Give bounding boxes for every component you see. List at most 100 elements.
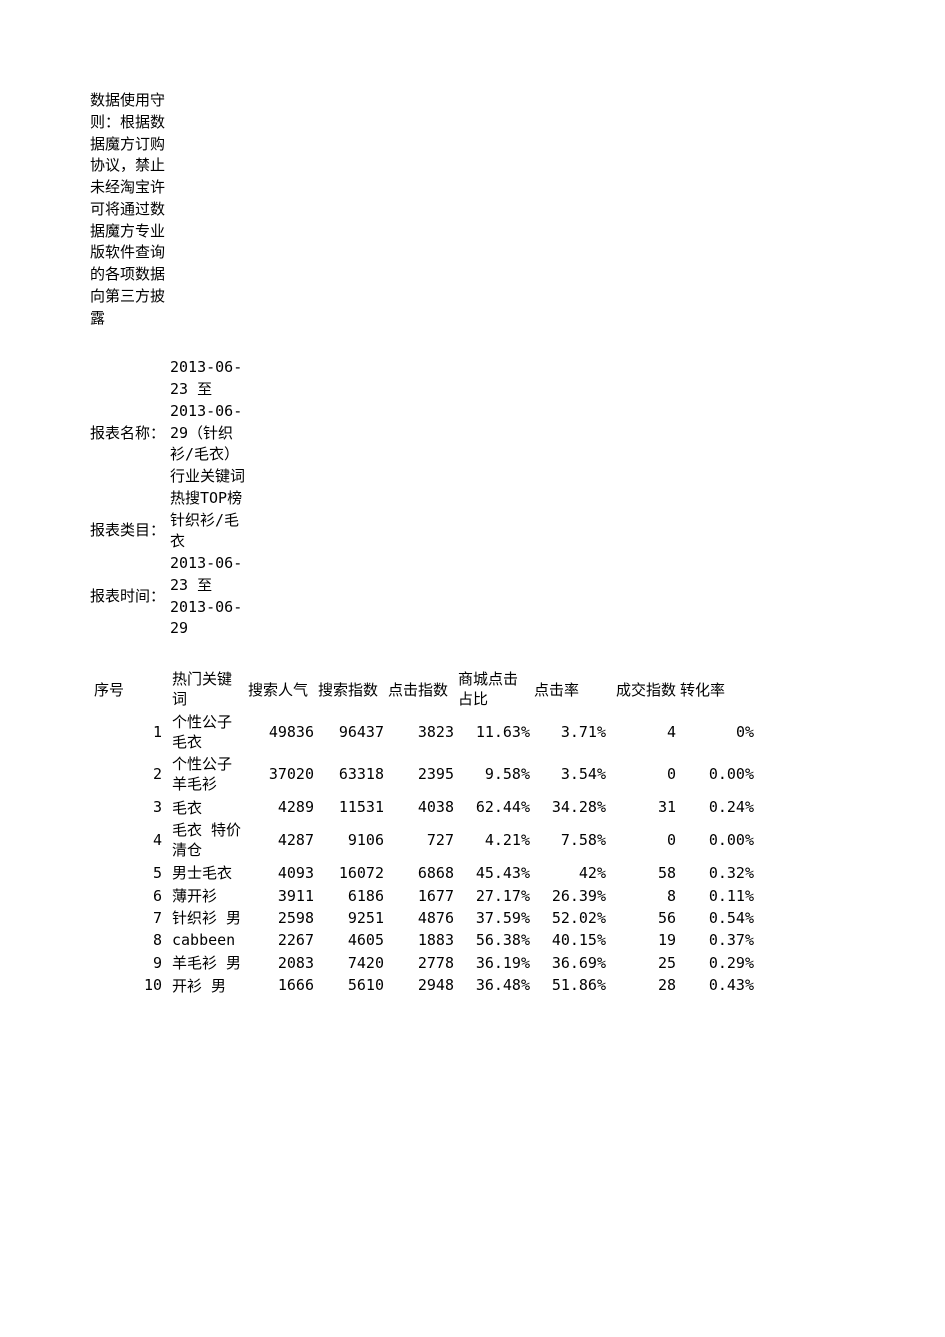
cell: 4093 [248, 861, 318, 884]
cell: 0% [680, 711, 758, 754]
cell: 0.37% [680, 929, 758, 951]
cell: 0.29% [680, 952, 758, 974]
cell: 11531 [318, 796, 388, 819]
cell: 4287 [248, 819, 318, 862]
cell: 个性公子毛衣 [168, 711, 248, 754]
col-keyword-header: 热门关键词 [168, 668, 248, 711]
cell: 2267 [248, 929, 318, 951]
cell: 薄开衫 [168, 884, 248, 907]
cell: 8 [90, 929, 168, 951]
cell: 4605 [318, 929, 388, 951]
cell: 42% [534, 861, 610, 884]
usage-notice: 数据使用守则：根据数据魔方订购协议，禁止未经淘宝许可将通过数据魔方专业版软件查询… [90, 90, 170, 329]
cell: 6186 [318, 884, 388, 907]
cell: 96437 [318, 711, 388, 754]
cell: 56 [610, 907, 680, 929]
table-header-row: 序号 热门关键词 搜索人气 搜索指数 点击指数 商城点击占比 点击率 成交指数 … [90, 668, 758, 711]
cell: 5610 [318, 974, 388, 997]
cell: 11.63% [458, 711, 534, 754]
cell: 个性公子羊毛衫 [168, 753, 248, 796]
cell: 31 [610, 796, 680, 819]
col-searchidx-header: 搜索指数 [318, 668, 388, 711]
cell: 9.58% [458, 753, 534, 796]
meta-time-label: 报表时间： [90, 553, 170, 640]
cell: 9251 [318, 907, 388, 929]
cell: 开衫 男 [168, 974, 248, 997]
cell: 10 [90, 974, 168, 997]
meta-cat-value: 针织衫/毛衣 [170, 510, 252, 554]
keyword-table: 序号 热门关键词 搜索人气 搜索指数 点击指数 商城点击占比 点击率 成交指数 … [90, 668, 758, 997]
col-ctr-header: 点击率 [534, 668, 610, 711]
cell: 0.00% [680, 819, 758, 862]
cell: 40.15% [534, 929, 610, 951]
cell: 0.54% [680, 907, 758, 929]
cell: 3.54% [534, 753, 610, 796]
cell: 58 [610, 861, 680, 884]
meta-name-label: 报表名称： [90, 357, 170, 509]
cell: 3823 [388, 711, 458, 754]
cell: 针织衫 男 [168, 907, 248, 929]
cell: 8 [610, 884, 680, 907]
cell: 0.24% [680, 796, 758, 819]
cell: 16072 [318, 861, 388, 884]
cell: 0.11% [680, 884, 758, 907]
cell: 7.58% [534, 819, 610, 862]
cell: 毛衣 [168, 796, 248, 819]
cell: 63318 [318, 753, 388, 796]
cell: 2948 [388, 974, 458, 997]
cell: 36.19% [458, 952, 534, 974]
cell: 34.28% [534, 796, 610, 819]
table-row: 6薄开衫39116186167727.17%26.39%80.11% [90, 884, 758, 907]
table-row: 8cabbeen22674605188356.38%40.15%190.37% [90, 929, 758, 951]
cell: 28 [610, 974, 680, 997]
cell: 7420 [318, 952, 388, 974]
cell: 0 [610, 819, 680, 862]
table-row: 7针织衫 男25989251487637.59%52.02%560.54% [90, 907, 758, 929]
cell: 19 [610, 929, 680, 951]
table-row: 5男士毛衣409316072686845.43%42%580.32% [90, 861, 758, 884]
cell: 4876 [388, 907, 458, 929]
meta-name-value: 2013-06-23 至 2013-06-29（针织衫/毛衣）行业关键词热搜TO… [170, 357, 252, 509]
cell: 37.59% [458, 907, 534, 929]
cell: 0.00% [680, 753, 758, 796]
cell: 36.48% [458, 974, 534, 997]
cell: 62.44% [458, 796, 534, 819]
col-seq-header: 序号 [90, 668, 168, 711]
table-row: 10开衫 男16665610294836.48%51.86%280.43% [90, 974, 758, 997]
table-row: 2个性公子羊毛衫370206331823959.58%3.54%00.00% [90, 753, 758, 796]
cell: 2083 [248, 952, 318, 974]
col-dealidx-header: 成交指数 [610, 668, 680, 711]
cell: 毛衣 特价 清仓 [168, 819, 248, 862]
cell: 37020 [248, 753, 318, 796]
meta-cat-label: 报表类目： [90, 510, 170, 554]
table-row: 9羊毛衫 男20837420277836.19%36.69%250.29% [90, 952, 758, 974]
table-body: 1个性公子毛衣4983696437382311.63%3.71%40%2个性公子… [90, 711, 758, 997]
cell: 727 [388, 819, 458, 862]
col-conv-header: 转化率 [680, 668, 758, 711]
cell: 4038 [388, 796, 458, 819]
cell: 51.86% [534, 974, 610, 997]
meta-time-value: 2013-06-23 至 2013-06-29 [170, 553, 252, 640]
table-row: 1个性公子毛衣4983696437382311.63%3.71%40% [90, 711, 758, 754]
cell: 2 [90, 753, 168, 796]
cell: 6868 [388, 861, 458, 884]
cell: 9106 [318, 819, 388, 862]
cell: 25 [610, 952, 680, 974]
cell: 4.21% [458, 819, 534, 862]
cell: 56.38% [458, 929, 534, 951]
cell: 2395 [388, 753, 458, 796]
cell: 7 [90, 907, 168, 929]
cell: 1666 [248, 974, 318, 997]
cell: 0.32% [680, 861, 758, 884]
cell: 5 [90, 861, 168, 884]
cell: 1677 [388, 884, 458, 907]
cell: cabbeen [168, 929, 248, 951]
cell: 4 [90, 819, 168, 862]
table-row: 4毛衣 特价 清仓428791067274.21%7.58%00.00% [90, 819, 758, 862]
report-meta: 报表名称： 2013-06-23 至 2013-06-29（针织衫/毛衣）行业关… [90, 357, 252, 640]
cell: 3 [90, 796, 168, 819]
cell: 26.39% [534, 884, 610, 907]
col-clickidx-header: 点击指数 [388, 668, 458, 711]
cell: 1883 [388, 929, 458, 951]
cell: 2778 [388, 952, 458, 974]
